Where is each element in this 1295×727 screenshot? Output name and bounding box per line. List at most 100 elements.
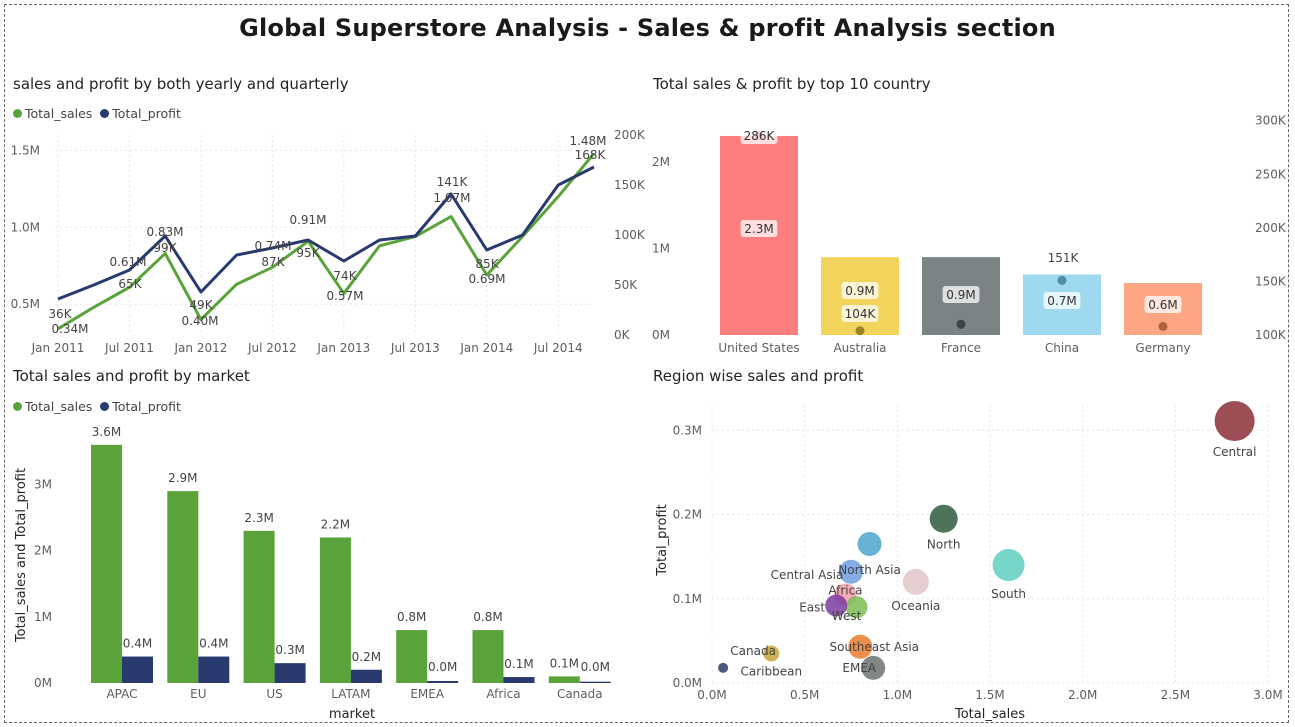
legend-label-sales: Total_sales xyxy=(25,106,93,121)
region-point-West xyxy=(845,596,868,619)
line-chart-legend[interactable]: Total_sales Total_profit xyxy=(13,106,185,121)
market-bar-sales-Canada xyxy=(548,676,580,683)
region-point-North xyxy=(929,504,958,533)
line-chart-data-label: 0.69M xyxy=(468,272,505,286)
line-chart-data-label: 1.07M xyxy=(433,191,470,205)
line-chart-data-label: 0.91M xyxy=(289,213,326,227)
line-chart-x-tick: Jan 2013 xyxy=(316,341,370,355)
region-point-Central xyxy=(1214,401,1255,442)
region-point-label: North Asia xyxy=(838,563,901,577)
country-profit-label: 104K xyxy=(845,307,877,321)
line-chart-x-tick: Jul 2013 xyxy=(390,341,440,355)
market-sales-label: 0.1M xyxy=(550,656,579,670)
line-chart-y-right-tick: 200K xyxy=(614,128,646,142)
country-chart-y-left-tick: 2M xyxy=(652,155,670,169)
region-x-label: Total_sales xyxy=(954,707,1025,722)
legend-label-sales: Total_sales xyxy=(25,399,93,414)
country-profit-label-bg xyxy=(740,127,778,144)
dashboard-frame xyxy=(4,4,1289,723)
line-chart-data-label: 141K xyxy=(437,175,469,189)
country-sales-label: 2.3M xyxy=(744,222,773,236)
market-bar-sales-US xyxy=(243,530,275,683)
region-x-tick: 2.5M xyxy=(1161,688,1190,702)
line-chart-data-label: 85K xyxy=(475,257,499,271)
region-y-label: Total_profit xyxy=(655,504,670,576)
market-profit-label: 0.4M xyxy=(123,637,152,651)
line-chart-data-label: 95K xyxy=(296,246,320,260)
market-x-tick: EMEA xyxy=(410,687,445,701)
country-profit-label: 286K xyxy=(744,129,776,143)
market-bar-sales-EU xyxy=(167,491,199,683)
market-bar-profit-Africa xyxy=(503,677,535,683)
legend-marker-sales xyxy=(13,109,22,118)
region-point-label: Oceania xyxy=(891,599,940,613)
region-y-tick: 0.0M xyxy=(673,676,702,690)
line-chart-y-right-tick: 0K xyxy=(614,328,631,342)
market-bar-profit-EU xyxy=(198,656,230,683)
market-sales-label: 0.8M xyxy=(473,610,502,624)
legend-item-profit[interactable]: Total_profit xyxy=(100,399,181,414)
line-chart-data-label: 65K xyxy=(118,277,142,291)
country-sales-label: 0.7M xyxy=(1047,294,1076,308)
market-chart-title: Total sales and profit by market xyxy=(13,367,250,385)
line-chart-y-left-tick: 0.5M xyxy=(11,297,40,311)
region-point-label: Africa xyxy=(828,584,862,598)
country-sales-label-bg xyxy=(1043,292,1081,309)
country-x-tick: China xyxy=(1045,341,1079,355)
country-chart-y-right-tick: 250K xyxy=(1255,167,1287,181)
line-chart-x-tick: Jan 2014 xyxy=(459,341,513,355)
market-sales-label: 3.6M xyxy=(92,425,121,439)
legend-item-sales[interactable]: Total_sales xyxy=(13,106,92,121)
region-x-tick: 2.0M xyxy=(1068,688,1097,702)
region-point-label: Caribbean xyxy=(741,665,803,679)
line-chart-data-label: 87K xyxy=(261,255,285,269)
line-chart-x-tick: Jan 2011 xyxy=(31,341,85,355)
legend-marker-profit xyxy=(100,402,110,411)
line-chart-y-left-tick: 1.0M xyxy=(11,220,40,234)
legend-marker-sales xyxy=(13,402,22,411)
country-sales-label-bg xyxy=(942,286,980,303)
country-x-tick: Australia xyxy=(833,341,886,355)
market-bar-sales-Africa xyxy=(472,630,504,683)
country-sales-label-bg xyxy=(740,220,778,237)
region-y-tick: 0.3M xyxy=(673,423,702,437)
market-profit-label: 0.0M xyxy=(581,660,610,674)
region-point-East xyxy=(825,594,848,617)
region-point-EMEA xyxy=(861,655,886,680)
country-chart-y-right-tick: 150K xyxy=(1255,274,1287,288)
market-chart-legend[interactable]: Total_sales Total_profit xyxy=(13,399,185,414)
market-bar-sales-APAC xyxy=(91,444,122,683)
market-sales-label: 2.2M xyxy=(321,517,350,531)
line-chart-data-label: 0.34M xyxy=(51,322,88,336)
region-x-tick: 0.0M xyxy=(697,688,726,702)
market-bar-profit-Canada xyxy=(579,681,611,683)
legend-item-profit[interactable]: Total_profit xyxy=(100,106,181,121)
country-sales-label-bg xyxy=(841,282,879,299)
line-chart-data-label: 0.83M xyxy=(146,225,183,239)
line-chart-data-label: 49K xyxy=(189,298,213,312)
country-x-tick: United States xyxy=(718,341,799,355)
market-sales-label: 0.8M xyxy=(397,610,426,624)
line-chart-data-label: 168K xyxy=(575,148,607,162)
market-bar-profit-EMEA xyxy=(427,681,459,683)
country-chart-title: Total sales & profit by top 10 country xyxy=(653,75,931,93)
country-chart-y-right-tick: 300K xyxy=(1255,114,1287,128)
country-profit-dot xyxy=(1158,321,1168,331)
market-y-tick: 1M xyxy=(34,610,52,624)
region-y-tick: 0.1M xyxy=(673,592,702,606)
country-profit-label: 151K xyxy=(1048,251,1080,265)
market-bar-sales-EMEA xyxy=(396,630,428,683)
legend-item-sales[interactable]: Total_sales xyxy=(13,399,92,414)
line-chart-title: sales and profit by both yearly and quar… xyxy=(13,75,349,93)
market-bar-profit-APAC xyxy=(122,656,153,683)
region-point-label: East xyxy=(799,600,825,614)
market-x-tick: LATAM xyxy=(331,687,370,701)
region-point-label: South xyxy=(991,587,1026,601)
line-chart-series-Total_sales xyxy=(57,152,596,331)
line-chart-x-tick: Jul 2011 xyxy=(104,341,154,355)
market-y-tick: 3M xyxy=(34,478,52,492)
line-chart-y-left-tick: 1.5M xyxy=(11,143,40,157)
country-sales-label: 0.9M xyxy=(946,288,975,302)
line-chart-data-label: 99K xyxy=(153,241,177,255)
